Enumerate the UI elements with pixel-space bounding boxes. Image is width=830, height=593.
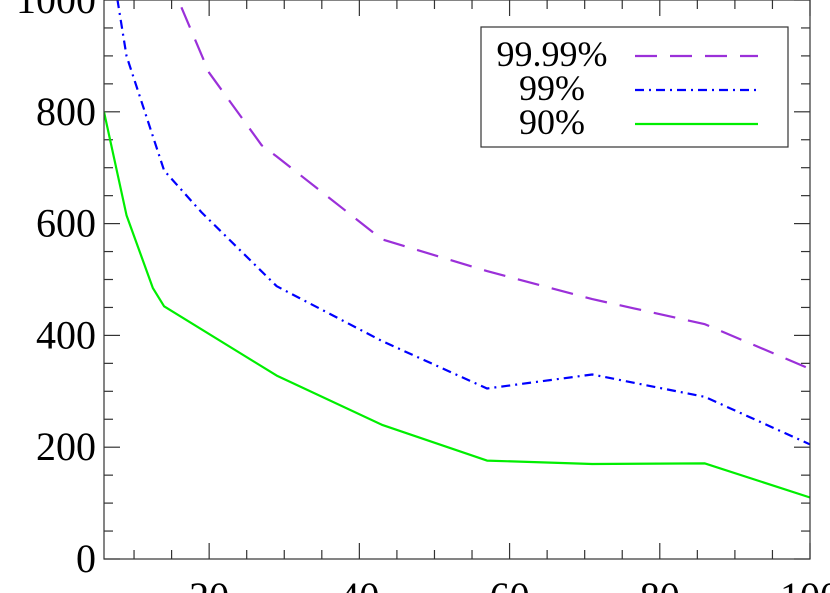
series-line-0 [177, 0, 810, 370]
series-lines [104, 0, 810, 499]
y-tick-label: 1000 [16, 0, 96, 22]
series-line-1 [116, 0, 810, 446]
y-tick-label: 200 [36, 424, 96, 469]
y-tick-label: 0 [76, 536, 96, 581]
x-tick-label: 60 [490, 574, 530, 593]
legend-box [480, 26, 789, 148]
x-tick-label: 100 [780, 574, 830, 593]
plot-frame [103, 0, 811, 560]
x-tick-label: 20 [189, 574, 229, 593]
legend-label: 99.99% [497, 34, 608, 74]
legend-label: 99% [519, 68, 585, 108]
x-tick-label: 40 [339, 574, 379, 593]
legend-label: 90% [519, 102, 585, 142]
y-tick-label: 800 [36, 89, 96, 134]
legend: 99.99%99%90% [480, 26, 789, 148]
y-tick-label: 600 [36, 201, 96, 246]
x-tick-label: 80 [640, 574, 680, 593]
y-tick-label: 400 [36, 312, 96, 357]
tick-labels: 0 200 400 600 800 1000 20 40 60 80 100 [16, 0, 830, 593]
series-line-2 [104, 111, 810, 499]
